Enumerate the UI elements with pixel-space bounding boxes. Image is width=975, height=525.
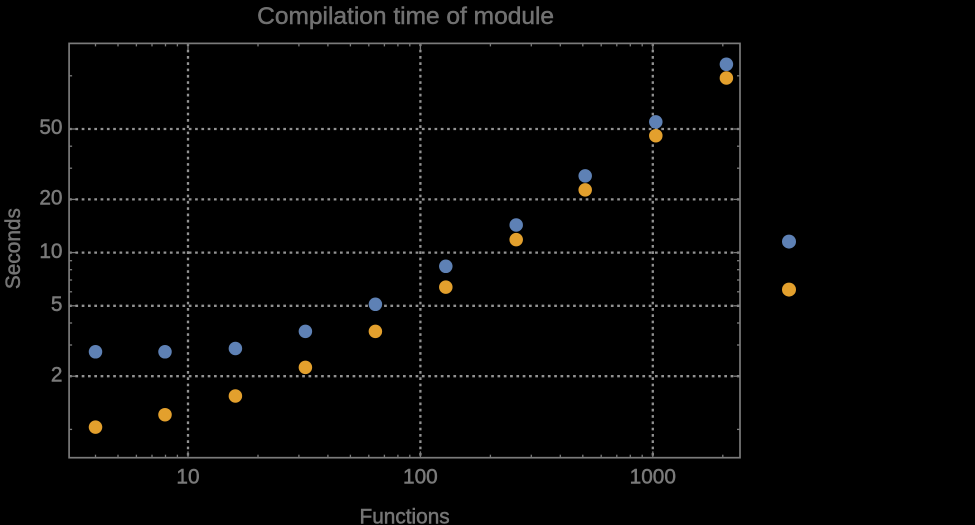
svg-text:5: 5 bbox=[51, 293, 63, 316]
svg-text:2: 2 bbox=[51, 363, 63, 386]
svg-text:10: 10 bbox=[176, 465, 199, 488]
svg-text:Compilation time of module: Compilation time of module bbox=[257, 3, 554, 30]
svg-text:20: 20 bbox=[39, 187, 62, 210]
svg-text:Seconds: Seconds bbox=[2, 208, 25, 289]
svg-text:Functions: Functions bbox=[360, 506, 450, 525]
svg-text:50: 50 bbox=[39, 116, 62, 139]
svg-text:100: 100 bbox=[403, 465, 438, 488]
svg-text:1000: 1000 bbox=[630, 465, 676, 488]
svg-text:10: 10 bbox=[39, 240, 62, 263]
